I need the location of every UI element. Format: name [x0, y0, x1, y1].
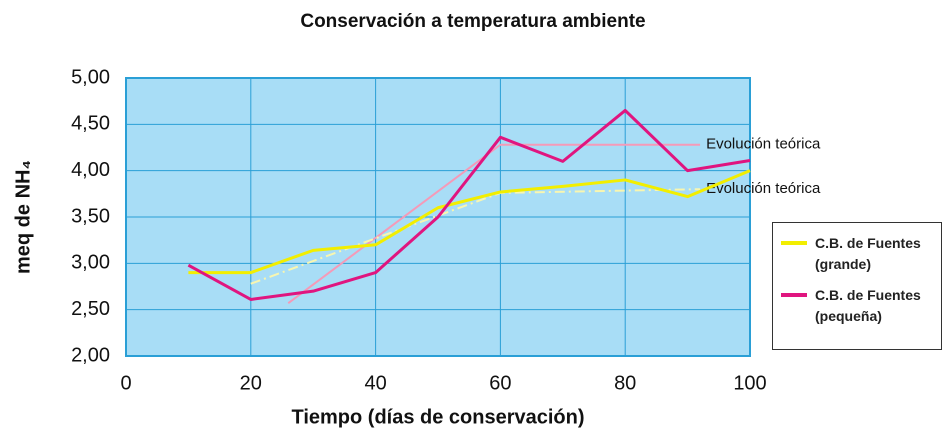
- y-tick-label: 4,00: [71, 159, 110, 181]
- x-tick-label: 40: [364, 372, 386, 394]
- x-tick-label: 100: [733, 372, 766, 394]
- series-line: [188, 169, 751, 275]
- chart-title: Conservación a temperatura ambiente: [300, 11, 645, 32]
- plot-border: [125, 77, 751, 357]
- y-tick-label: 3,50: [71, 205, 110, 227]
- x-tick-label: 60: [489, 372, 511, 394]
- legend: C.B. de Fuentes (grande) C.B. de Fuentes …: [772, 222, 942, 350]
- x-tick-label: 80: [614, 372, 636, 394]
- legend-item: C.B. de Fuentes (pequeña): [781, 285, 941, 327]
- trend-line: [287, 143, 701, 304]
- y-tick-label: 3,00: [71, 252, 110, 274]
- y-tick-label: 2,00: [71, 344, 110, 366]
- series-line: [187, 108, 751, 301]
- legend-item: C.B. de Fuentes (grande): [781, 233, 941, 275]
- x-tick-label: 20: [240, 372, 262, 394]
- legend-swatch: [781, 293, 807, 297]
- y-tick-label: 5,00: [71, 66, 110, 88]
- y-axis-label: meq de NH₄: [12, 160, 34, 274]
- legend-label: C.B. de Fuentes (pequeña): [815, 287, 921, 324]
- x-axis-label: Tiempo (días de conservación): [291, 406, 584, 428]
- x-tick-label: 0: [120, 372, 131, 394]
- trend-label: Evolución teórica: [706, 136, 821, 153]
- y-tick-label: 4,50: [71, 113, 110, 135]
- y-tick-label: 2,50: [71, 298, 110, 320]
- legend-swatch: [781, 241, 807, 245]
- legend-label: C.B. de Fuentes (grande): [815, 235, 921, 272]
- trend-label: Evolución teórica: [706, 180, 821, 197]
